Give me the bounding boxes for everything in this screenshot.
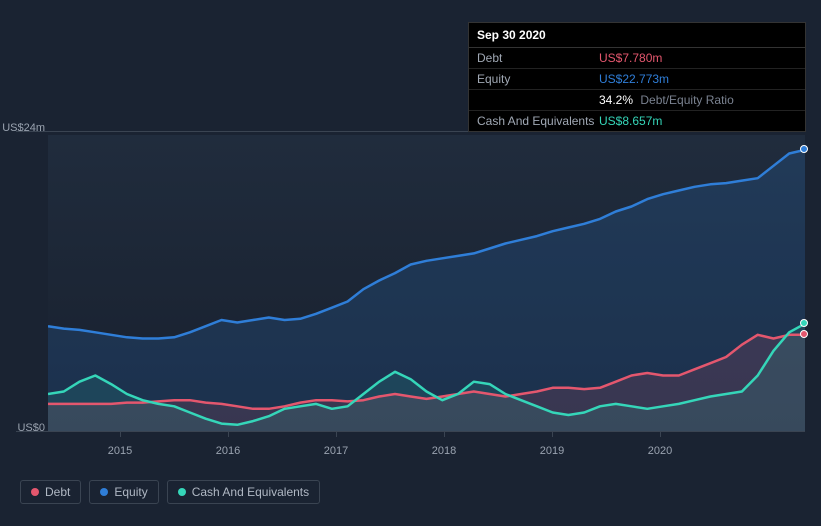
legend-label: Debt [45, 485, 70, 499]
tooltip-row-label: Equity [477, 72, 599, 86]
x-axis-tick [444, 431, 445, 437]
x-axis-tick [552, 431, 553, 437]
chart-svg [48, 135, 805, 431]
tooltip-row-value: US$8.657m [599, 114, 662, 128]
x-axis-label: 2016 [208, 445, 248, 457]
y-axis-label-max: US$24m [0, 122, 45, 134]
chart-legend: Debt Equity Cash And Equivalents [20, 480, 320, 504]
legend-dot-icon [178, 488, 186, 496]
debt-endpoint-marker [800, 330, 808, 338]
tooltip-row-value: 34.2% Debt/Equity Ratio [599, 93, 734, 107]
x-axis-tick [120, 431, 121, 437]
tooltip-row-value: US$22.773m [599, 72, 669, 86]
tooltip-row-label: Debt [477, 51, 599, 65]
legend-item-debt[interactable]: Debt [20, 480, 81, 504]
chart-plot [48, 135, 805, 431]
x-axis-label: 2020 [640, 445, 680, 457]
tooltip-row: Cash And EquivalentsUS$8.657m [469, 111, 805, 131]
tooltip-row-label: Cash And Equivalents [477, 114, 599, 128]
x-axis-label: 2019 [532, 445, 572, 457]
legend-item-cash-and-equivalents[interactable]: Cash And Equivalents [167, 480, 320, 504]
legend-item-equity[interactable]: Equity [89, 480, 158, 504]
x-axis-label: 2017 [316, 445, 356, 457]
equity-endpoint-marker [800, 145, 808, 153]
x-axis-tick [660, 431, 661, 437]
tooltip-row-label [477, 93, 599, 107]
x-axis-label: 2015 [100, 445, 140, 457]
gridline-bottom [16, 431, 805, 432]
legend-dot-icon [31, 488, 39, 496]
legend-dot-icon [100, 488, 108, 496]
tooltip-row: DebtUS$7.780m [469, 48, 805, 69]
tooltip-row: EquityUS$22.773m [469, 69, 805, 90]
x-axis-label: 2018 [424, 445, 464, 457]
tooltip-row-value: US$7.780m [599, 51, 662, 65]
x-axis-tick [336, 431, 337, 437]
x-axis-tick [228, 431, 229, 437]
tooltip-date: Sep 30 2020 [469, 23, 805, 48]
legend-label: Cash And Equivalents [192, 485, 309, 499]
tooltip-row: 34.2% Debt/Equity Ratio [469, 90, 805, 111]
cash-endpoint-marker [800, 319, 808, 327]
chart-tooltip: Sep 30 2020 DebtUS$7.780mEquityUS$22.773… [468, 22, 806, 132]
tooltip-ratio-label: Debt/Equity Ratio [637, 93, 734, 107]
y-axis-label-min: US$0 [0, 422, 45, 434]
legend-label: Equity [114, 485, 147, 499]
